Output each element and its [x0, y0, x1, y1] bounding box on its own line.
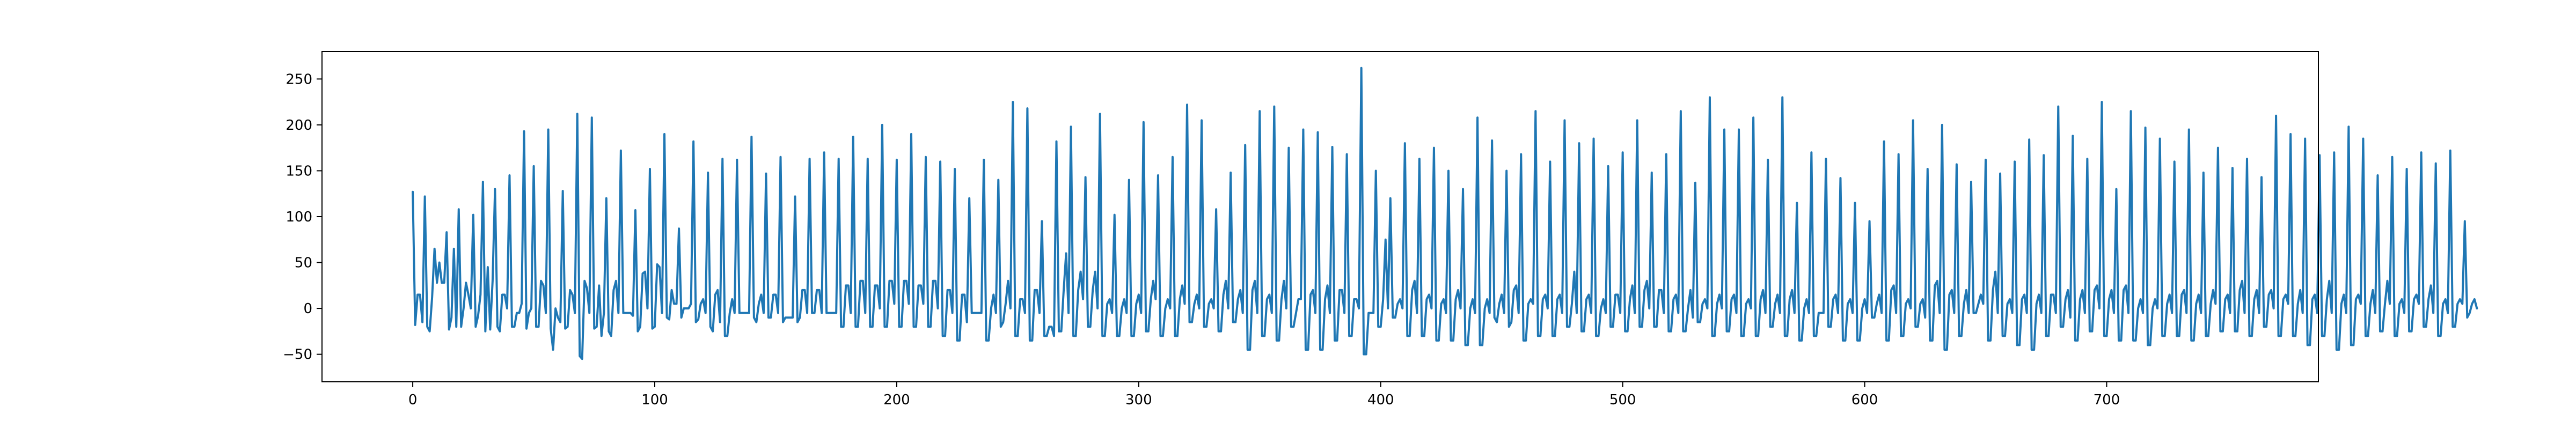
- plot-area: [413, 68, 2477, 359]
- y-tick-label: 150: [286, 163, 312, 179]
- x-tick-label: 100: [641, 392, 668, 408]
- y-tick-label: −50: [283, 347, 312, 363]
- y-tick-label: 200: [286, 117, 312, 134]
- y-tick-label: 250: [286, 71, 312, 87]
- x-tick-label: 400: [1367, 392, 1394, 408]
- y-tick-label: 100: [286, 209, 312, 225]
- x-tick-label: 300: [1125, 392, 1152, 408]
- y-tick-label: 0: [303, 301, 312, 317]
- x-tick-label: 500: [1609, 392, 1636, 408]
- series-line: [413, 68, 2477, 359]
- x-tick-label: 600: [1851, 392, 1878, 408]
- x-tick-label: 700: [2094, 392, 2120, 408]
- y-axis: −50 0 50 100 150 200 250: [283, 71, 322, 363]
- y-tick-label: 50: [295, 255, 312, 271]
- x-tick-label: 0: [408, 392, 418, 408]
- x-tick-label: 200: [883, 392, 910, 408]
- x-axis: 0 100 200 300 400 500 600 700: [408, 382, 2120, 408]
